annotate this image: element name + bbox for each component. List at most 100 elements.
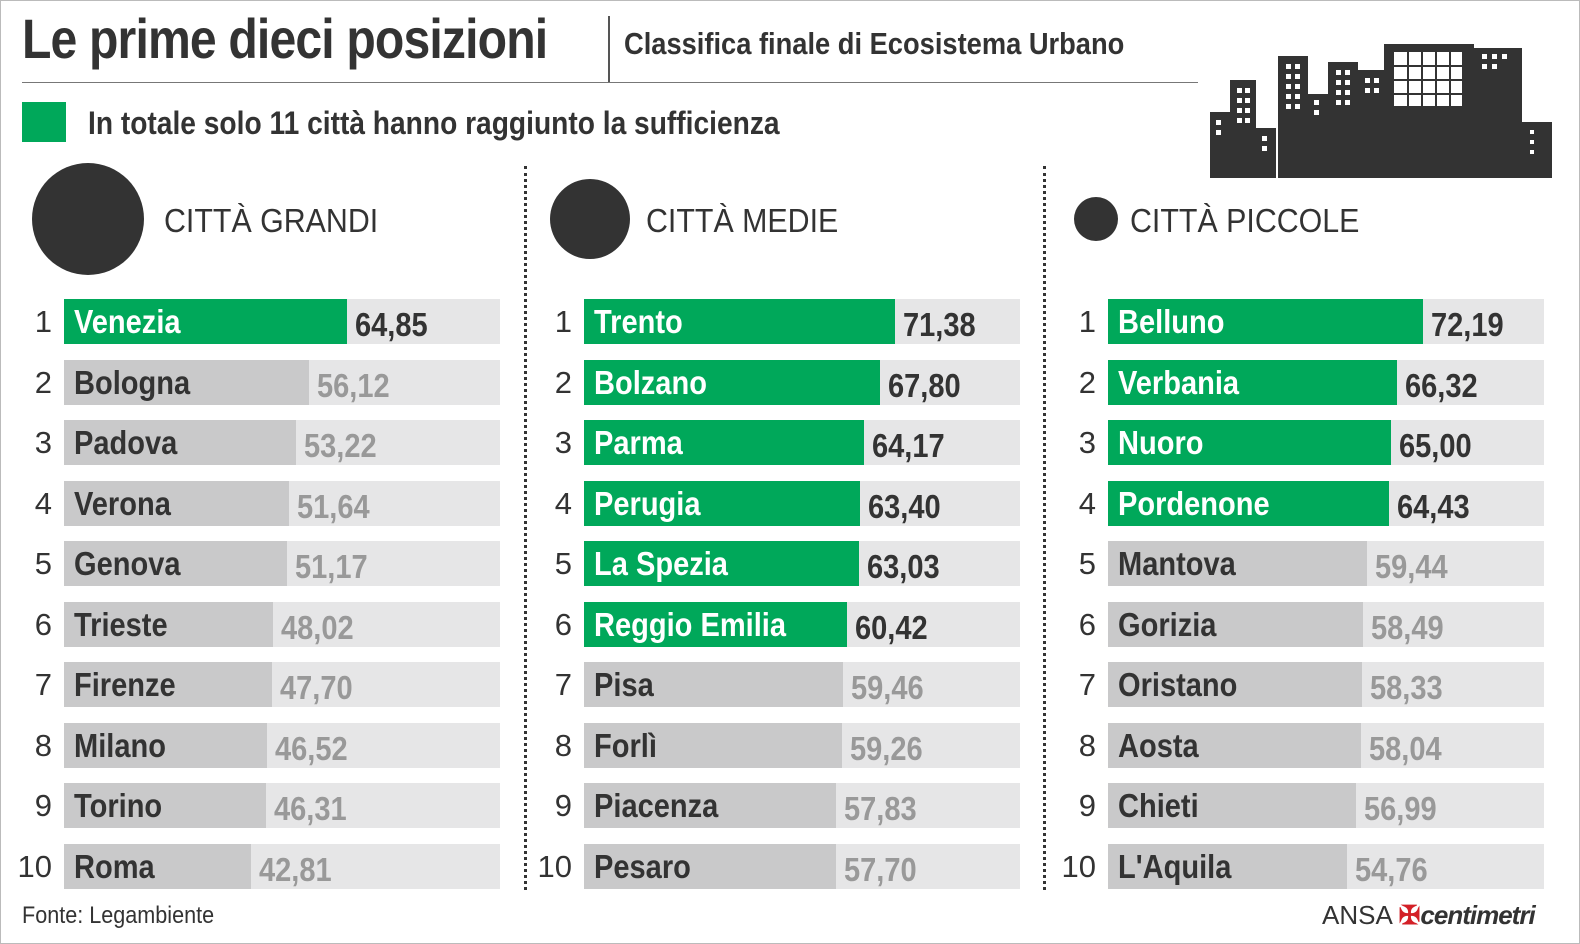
column-divider: [1043, 166, 1046, 890]
chart-title: CITTÀ PICCOLE: [1130, 202, 1360, 239]
data-label: 57,83: [844, 790, 917, 827]
rank-label: 9: [554, 788, 572, 823]
bar: [1108, 359, 1397, 405]
rank-label: 9: [1078, 788, 1096, 823]
data-label: 64,85: [355, 306, 428, 343]
category-label: Oristano: [1118, 666, 1238, 703]
bar: [584, 783, 836, 828]
rank-label: 3: [554, 425, 572, 460]
rank-label: 8: [1078, 727, 1096, 763]
bar-row: 1 Belluno 72,19: [1066, 299, 1544, 345]
rank-label: 9: [34, 788, 52, 823]
bar: [64, 601, 273, 647]
data-label: 58,49: [1371, 608, 1444, 646]
data-label: 42,81: [259, 850, 332, 888]
rank-label: 5: [554, 546, 572, 581]
bar: [64, 722, 267, 768]
bar-row: 8 Forlì 59,26: [542, 722, 1020, 769]
credit-mark: ✠: [1398, 900, 1421, 930]
rank-label: 2: [34, 364, 52, 400]
bar-row: 8 Milano 46,52: [22, 722, 500, 769]
category-label: Mantova: [1118, 545, 1236, 582]
bar: [584, 843, 836, 889]
bar-row: 10 L'Aquila 54,76: [1062, 843, 1544, 890]
bar: [1108, 843, 1347, 889]
rank-label: 8: [554, 727, 572, 763]
bar-row: 5 Mantova 59,44: [1066, 541, 1544, 587]
category-label: Verona: [74, 484, 171, 522]
bar: [64, 783, 266, 828]
data-label: 71,38: [903, 306, 976, 343]
chart-title: CITTÀ GRANDI: [164, 202, 379, 239]
category-label: La Spezia: [594, 545, 728, 582]
bar-row: 5 Genova 51,17: [22, 541, 500, 587]
data-label: 64,43: [1397, 487, 1470, 525]
chart-column: CITTÀ PICCOLE 1 Belluno 72,19 2 Verbania 66,32…: [1062, 160, 1544, 900]
bar: [1108, 601, 1363, 647]
category-label: Pesaro: [594, 847, 691, 885]
data-label: 63,40: [868, 487, 941, 525]
data-label: 53,22: [304, 427, 377, 464]
category-label: Gorizia: [1118, 605, 1217, 643]
rank-label: 1: [34, 304, 52, 339]
data-label: 66,32: [1405, 366, 1478, 404]
data-label: 58,04: [1369, 729, 1442, 767]
credit: ANSA ✠centimetri: [1322, 900, 1536, 931]
bar-row: 10 Roma 42,81: [18, 843, 500, 890]
data-label: 63,03: [867, 548, 940, 585]
category-label: Genova: [74, 545, 181, 582]
bar: [584, 722, 842, 768]
bar: [64, 541, 287, 586]
source-note: Fonte: Legambiente: [22, 902, 215, 929]
bar-row: 7 Pisa 59,46: [542, 662, 1020, 708]
bar: [1108, 662, 1362, 707]
bar: [1108, 541, 1367, 586]
bar: [1108, 299, 1423, 344]
size-circle-icon: [1074, 197, 1118, 241]
header-rule: [22, 82, 1198, 83]
category-label: Pisa: [594, 666, 654, 703]
bar-row: 9 Piacenza 57,83: [542, 783, 1020, 829]
category-label: Forlì: [594, 726, 657, 764]
rank-label: 3: [34, 425, 52, 460]
bar-row: 5 La Spezia 63,03: [542, 541, 1020, 587]
data-label: 64,17: [872, 427, 945, 464]
chart-title: CITTÀ MEDIE: [646, 202, 839, 239]
category-label: Parma: [594, 424, 683, 461]
rank-label: 5: [34, 546, 52, 581]
bar-row: 2 Bolzano 67,80: [542, 359, 1020, 406]
credit-agency: ANSA: [1322, 900, 1392, 930]
bar: [584, 662, 843, 707]
data-label: 60,42: [855, 608, 928, 646]
bar-row: 9 Chieti 56,99: [1066, 783, 1544, 829]
data-label: 54,76: [1355, 850, 1428, 888]
bar: [64, 662, 272, 707]
bar-row: 8 Aosta 58,04: [1066, 722, 1544, 769]
category-label: Verbania: [1118, 363, 1240, 401]
column-divider: [524, 166, 527, 890]
category-label: Torino: [74, 787, 163, 824]
bar: [64, 480, 289, 526]
category-label: Trento: [594, 303, 683, 340]
title-divider: [608, 16, 610, 82]
bar: [64, 359, 309, 405]
rank-label: 6: [1078, 606, 1096, 642]
page-title: Le prime dieci posizioni: [22, 7, 548, 70]
data-label: 51,17: [295, 548, 368, 585]
data-label: 47,70: [280, 669, 353, 706]
legend-text: In totale solo 11 città hanno raggiunto …: [88, 105, 780, 141]
bar: [584, 299, 895, 344]
category-label: Aosta: [1118, 726, 1199, 764]
category-label: Reggio Emilia: [594, 605, 787, 643]
bar-row: 3 Nuoro 65,00: [1066, 420, 1544, 466]
category-label: Piacenza: [594, 787, 719, 824]
rank-label: 5: [1078, 546, 1096, 581]
category-label: Bologna: [74, 363, 191, 401]
category-label: Bolzano: [594, 363, 707, 401]
bar-row: 3 Parma 64,17: [542, 420, 1020, 466]
data-label: 65,00: [1399, 427, 1472, 464]
rank-label: 2: [554, 364, 572, 400]
rank-label: 10: [1061, 848, 1096, 884]
bar-row: 4 Pordenone 64,43: [1066, 480, 1544, 527]
category-label: Trieste: [74, 605, 168, 643]
